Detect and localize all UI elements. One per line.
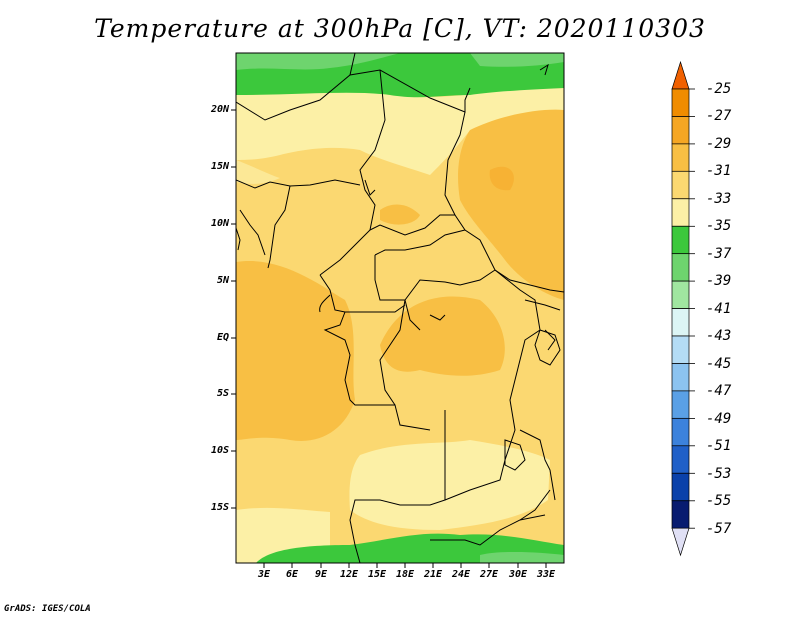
colorbar-swatch: [671, 472, 690, 502]
colorbar-label: -45: [706, 356, 732, 372]
colorbar-swatch: [671, 280, 690, 309]
colorbar-label: -33: [706, 191, 732, 207]
colorbar-swatch: [671, 198, 690, 227]
lat-label: 5S: [216, 388, 229, 399]
colorbar-swatch: [671, 143, 690, 172]
lon-label: 12E: [339, 569, 359, 580]
lon-label: 3E: [257, 569, 271, 580]
grads-credit: GrADS: IGES/COLA: [4, 604, 91, 614]
lon-label: 24E: [451, 569, 471, 580]
lon-label: 21E: [423, 569, 443, 580]
lat-label: 10S: [210, 445, 229, 456]
colorbar-swatch: [671, 390, 690, 419]
colorbar-swatch: [671, 445, 690, 474]
colorbar-swatch: [671, 418, 690, 447]
lon-label: 18E: [395, 569, 415, 580]
lon-label: 15E: [367, 569, 387, 580]
colorbar-label: -53: [706, 466, 732, 482]
country-borders: [236, 53, 564, 563]
lat-label: 10N: [210, 218, 229, 229]
colorbar-swatch: [671, 500, 690, 529]
colorbar-label: -49: [706, 411, 732, 427]
colorbar-label: -39: [706, 273, 732, 289]
colorbar-swatch: [671, 308, 690, 337]
colorbar-swatch: [671, 253, 690, 282]
colorbar-label: -35: [706, 218, 732, 234]
colorbar-swatch: [671, 363, 690, 392]
colorbar-label: -31: [706, 163, 732, 179]
colorbar-swatch: [671, 225, 690, 255]
colorbar-label: -43: [706, 328, 732, 344]
lat-label: 20N: [210, 104, 229, 115]
lat-label: 15N: [210, 161, 229, 172]
colorbar-bottom-arrow: [671, 527, 690, 557]
colorbar-swatch: [671, 88, 690, 117]
lat-label: EQ: [216, 332, 229, 343]
lon-label: 30E: [508, 569, 528, 580]
colorbar-label: -27: [706, 108, 732, 124]
colorbar-top-arrow: [671, 60, 690, 90]
colorbar-label: -25: [706, 81, 732, 97]
colorbar-label: -51: [706, 438, 732, 454]
colorbar-swatch: [671, 335, 690, 364]
colorbar-label: -47: [706, 383, 732, 399]
colorbar-label: -57: [706, 521, 732, 537]
colorbar-label: -41: [706, 301, 732, 317]
colorbar-label: -37: [706, 246, 732, 262]
map-title: Temperature at 300hPa [C], VT: 202011030…: [94, 14, 706, 43]
lon-label: 33E: [536, 569, 556, 580]
lat-label: 5N: [216, 275, 229, 286]
colorbar-label: -29: [706, 136, 732, 152]
lat-label: 15S: [210, 502, 229, 513]
colorbar-swatch: [671, 116, 690, 145]
lon-label: 6E: [285, 569, 299, 580]
lon-label: 27E: [479, 569, 499, 580]
lon-label: 9E: [314, 569, 328, 580]
colorbar-swatch: [671, 170, 690, 200]
colorbar-label: -55: [706, 493, 732, 509]
colorbar: [671, 60, 695, 557]
